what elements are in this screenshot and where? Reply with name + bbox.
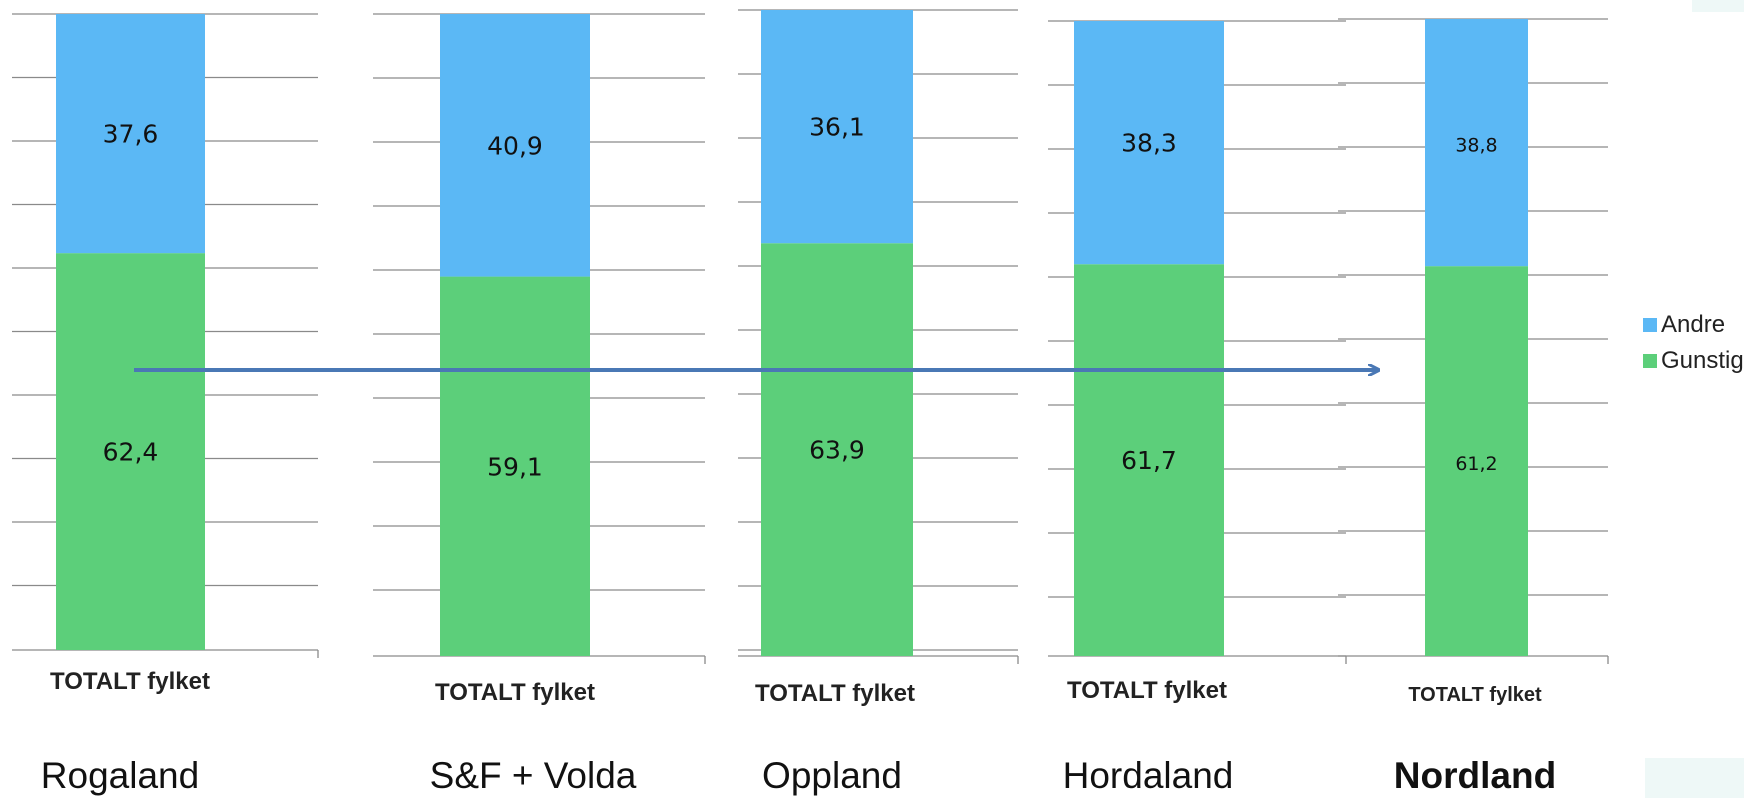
- bar-andre: [56, 14, 205, 254]
- region-label: Rogaland: [41, 755, 199, 796]
- legend-label: Andre: [1661, 311, 1725, 338]
- chart-panel: 62,4 37,6 TOTALT fylket Rogaland: [12, 13, 319, 796]
- chart-panel: 61,7 38,3 TOTALT fylket Hordaland: [1048, 20, 1347, 796]
- data-label: 37,6: [103, 120, 159, 149]
- chart-panel: 63,9 36,1 TOTALT fylket Oppland: [738, 9, 1019, 796]
- bar-andre: [761, 10, 913, 244]
- data-label: 36,1: [809, 113, 865, 142]
- bar-gunstig: [761, 243, 913, 656]
- legend-label: Gunstig: [1661, 347, 1744, 374]
- data-label: 63,9: [809, 436, 865, 465]
- legend-item-gunstig: Gunstig: [1643, 347, 1744, 374]
- category-tick-label: TOTALT fylket: [1067, 677, 1227, 704]
- legend-item-andre: Andre: [1643, 311, 1725, 338]
- legend-swatch: [1643, 318, 1657, 332]
- data-label: 62,4: [103, 438, 159, 467]
- category-tick-label: TOTALT fylket: [435, 679, 595, 706]
- category-tick-label: TOTALT fylket: [755, 680, 915, 707]
- region-label: Nordland: [1394, 755, 1556, 796]
- bar-andre: [1074, 21, 1224, 265]
- corner-decoration-top: [1692, 0, 1744, 12]
- data-label: 61,7: [1121, 446, 1177, 475]
- data-label: 40,9: [487, 131, 543, 160]
- bar-gunstig: [440, 276, 590, 656]
- data-label: 61,2: [1455, 453, 1497, 475]
- chart-panel: 61,2 38,8 TOTALT fylket Nordland: [1338, 18, 1609, 796]
- legend-swatch: [1643, 354, 1657, 368]
- data-label: 38,8: [1455, 135, 1497, 157]
- data-label: 38,3: [1121, 129, 1177, 158]
- category-tick-label: TOTALT fylket: [1408, 684, 1542, 706]
- region-label: Hordaland: [1063, 755, 1234, 796]
- bar-gunstig: [56, 253, 205, 651]
- region-label: Oppland: [762, 755, 902, 796]
- bar-andre: [1425, 19, 1528, 267]
- bar-andre: [440, 14, 590, 277]
- category-tick-label: TOTALT fylket: [50, 668, 210, 695]
- chart-panel: 59,1 40,9 TOTALT fylket S&F + Volda: [373, 13, 706, 796]
- bar-gunstig: [1425, 266, 1528, 656]
- legend: Andre Gunstig: [1643, 311, 1744, 374]
- data-label: 59,1: [487, 452, 543, 481]
- corner-decoration-bottom: [1645, 758, 1744, 798]
- region-label: S&F + Volda: [430, 755, 637, 796]
- bar-gunstig: [1074, 264, 1224, 656]
